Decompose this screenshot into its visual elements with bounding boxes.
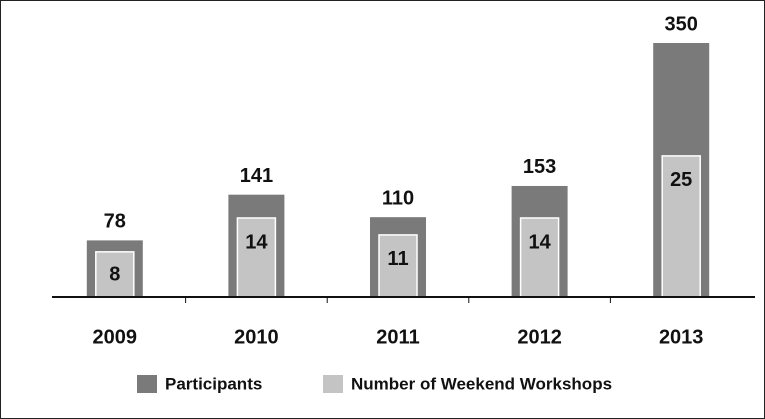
bar: [519, 217, 560, 298]
data-label: 8: [109, 264, 120, 286]
data-label: 11: [387, 248, 408, 270]
legend-label: Number of Weekend Workshops: [351, 374, 612, 393]
bar: [661, 155, 701, 298]
x-tick-label: 2013: [659, 326, 704, 348]
data-label: 153: [523, 156, 556, 178]
data-label: 78: [104, 211, 126, 233]
x-tick-label: 2010: [234, 326, 279, 348]
data-label: 141: [240, 165, 273, 187]
data-label: 25: [670, 169, 692, 191]
legend-swatch: [137, 375, 157, 393]
bar: [95, 251, 135, 298]
data-label: 350: [665, 13, 698, 35]
data-label: 14: [245, 231, 268, 253]
x-tick-label: 2011: [376, 326, 419, 348]
bar: [378, 234, 418, 298]
data-label: 110: [382, 187, 414, 209]
legend-label: Participants: [165, 374, 262, 393]
bar: [236, 217, 277, 298]
data-label: 14: [528, 231, 551, 253]
x-tick-label: 2009: [93, 326, 138, 348]
legend-swatch: [323, 375, 343, 393]
x-tick-label: 2012: [517, 326, 562, 348]
